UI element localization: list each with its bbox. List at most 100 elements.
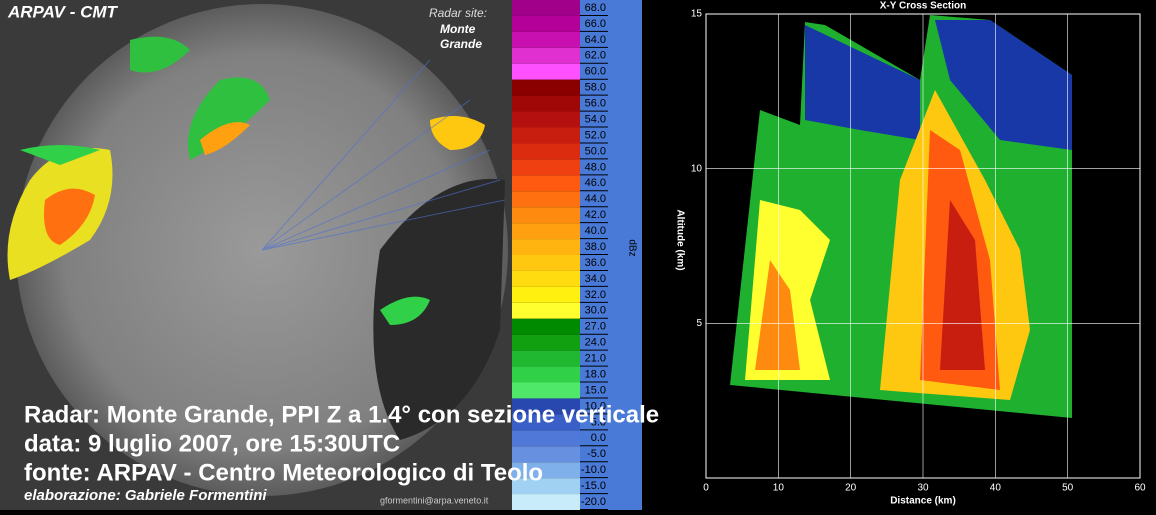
sea-area <box>373 178 505 440</box>
colorbar-swatch <box>512 270 580 287</box>
x-tick-label: 0 <box>703 483 709 494</box>
colorbar-swatch <box>512 462 580 479</box>
x-tick-label: 50 <box>1062 483 1074 494</box>
colorbar-label: 50.0 <box>585 145 606 157</box>
echo <box>380 296 430 325</box>
echo <box>130 36 190 73</box>
echo <box>44 188 95 245</box>
radial-streaks <box>261 59 506 251</box>
colorbar-label: 42.0 <box>585 209 606 221</box>
colorbar-swatch <box>512 302 580 319</box>
caption-author: elaborazione: Gabriele Formentini <box>24 487 267 504</box>
colorbar-label: 18.0 <box>585 368 606 380</box>
colorbar-label: 54.0 <box>585 113 606 125</box>
colorbar-swatch <box>512 31 580 48</box>
y-tick-label: 15 <box>691 9 703 20</box>
colorbar: dBz 68.0 66.0 64.0 62.0 60.0 58.0 56.0 54.0 52.0… <box>512 0 642 510</box>
colorbar-label: 64.0 <box>585 34 606 46</box>
colorbar-swatch <box>512 494 580 510</box>
caption-line: fonte: ARPAV - Centro Meteorologico di T… <box>24 459 543 486</box>
colorbar-swatch <box>512 191 580 208</box>
colorbar-label: 38.0 <box>585 241 606 253</box>
echo-region <box>805 25 920 140</box>
colorbar-label: 27.0 <box>585 321 606 333</box>
colorbar-swatch <box>512 207 580 224</box>
colorbar-label: 30.0 <box>585 305 606 317</box>
colorbar-swatch <box>512 430 580 447</box>
x-tick-label: 40 <box>990 483 1002 494</box>
x-tick-label: 60 <box>1134 483 1146 494</box>
colorbar-label: 62.0 <box>585 50 606 62</box>
colorbar-swatch <box>512 127 580 144</box>
caption-line: Radar: Monte Grande, PPI Z a 1.4° con se… <box>24 401 659 428</box>
colorbar-label: 10.0 <box>585 400 606 412</box>
colorbar-swatch <box>512 47 580 64</box>
colorbar-label: 40.0 <box>585 225 606 237</box>
colorbar-label: 52.0 <box>585 129 606 141</box>
caption-email: gformentini@arpa.veneto.it <box>380 495 489 505</box>
colorbar-swatch <box>512 366 580 383</box>
y-tick-label: 10 <box>691 163 703 174</box>
colorbar-swatch <box>512 111 580 128</box>
colorbar-label: 21.0 <box>585 353 606 365</box>
colorbar-swatch <box>512 143 580 160</box>
colorbar-label: 66.0 <box>585 18 606 30</box>
echo-region <box>755 260 800 370</box>
echo <box>200 122 250 155</box>
x-tick-label: 20 <box>845 483 857 494</box>
echo <box>20 145 100 165</box>
colorbar-label: 15.0 <box>585 384 606 396</box>
colorbar-swatch <box>512 239 580 255</box>
y-tick-label: 5 <box>696 318 702 329</box>
colorbar-swatch <box>512 223 580 240</box>
colorbar-label: 5.0 <box>591 416 606 428</box>
ppi-panel: ARPAV - CMT Radar site: Monte Grande <box>0 0 512 510</box>
x-tick-label: 30 <box>917 483 929 494</box>
colorbar-label: 46.0 <box>585 177 606 189</box>
colorbar-swatch <box>512 398 580 415</box>
caption-line: data: 9 luglio 2007, ore 15:30UTC <box>24 430 400 457</box>
colorbar-label: 48.0 <box>585 161 606 173</box>
colorbar-swatch <box>512 478 580 495</box>
ppi-title: ARPAV - CMT <box>7 2 119 21</box>
colorbar-swatch <box>512 15 580 32</box>
colorbar-swatch <box>512 286 580 303</box>
colorbar-label: -15.0 <box>581 480 606 492</box>
colorbar-label: 36.0 <box>585 257 606 269</box>
site-name: Monte <box>440 22 476 36</box>
colorbar-label: 68.0 <box>585 2 606 14</box>
site-label: Radar site: <box>429 6 487 20</box>
colorbar-swatch <box>512 79 580 96</box>
colorbar-label: 32.0 <box>585 289 606 301</box>
colorbar-swatch <box>512 63 580 80</box>
colorbar-swatch <box>512 95 580 112</box>
colorbar-unit: dBz <box>626 239 637 256</box>
colorbar-swatch <box>512 446 580 463</box>
colorbar-swatch <box>512 334 580 351</box>
colorbar-label: 56.0 <box>585 98 606 110</box>
colorbar-swatch <box>512 159 580 176</box>
echo-region <box>940 200 985 370</box>
colorbar-swatch <box>512 350 580 367</box>
colorbar-label: 34.0 <box>585 273 606 285</box>
colorbar-label: 44.0 <box>585 193 606 205</box>
colorbar-label: 58.0 <box>585 82 606 94</box>
echo-region <box>935 20 1072 150</box>
colorbar-label: 0.0 <box>591 432 606 444</box>
site-name: Grande <box>440 37 482 51</box>
colorbar-label: -10.0 <box>581 464 606 476</box>
colorbar-swatch <box>512 318 580 335</box>
colorbar-swatch <box>512 175 580 192</box>
cross-section: 0 10 20 30 40 50 60 5 10 15 X-Y Cross Section Dista… <box>645 0 1156 510</box>
echo <box>430 116 485 150</box>
colorbar-swatch <box>512 255 580 271</box>
colorbar-swatch <box>512 382 580 399</box>
colorbar-label: -5.0 <box>587 448 606 460</box>
colorbar-label: 24.0 <box>585 337 606 349</box>
colorbar-swatch <box>512 414 580 431</box>
y-axis-label: Altitude (km) <box>674 209 685 270</box>
colorbar-swatch <box>512 0 580 16</box>
colorbar-label: 60.0 <box>585 66 606 78</box>
